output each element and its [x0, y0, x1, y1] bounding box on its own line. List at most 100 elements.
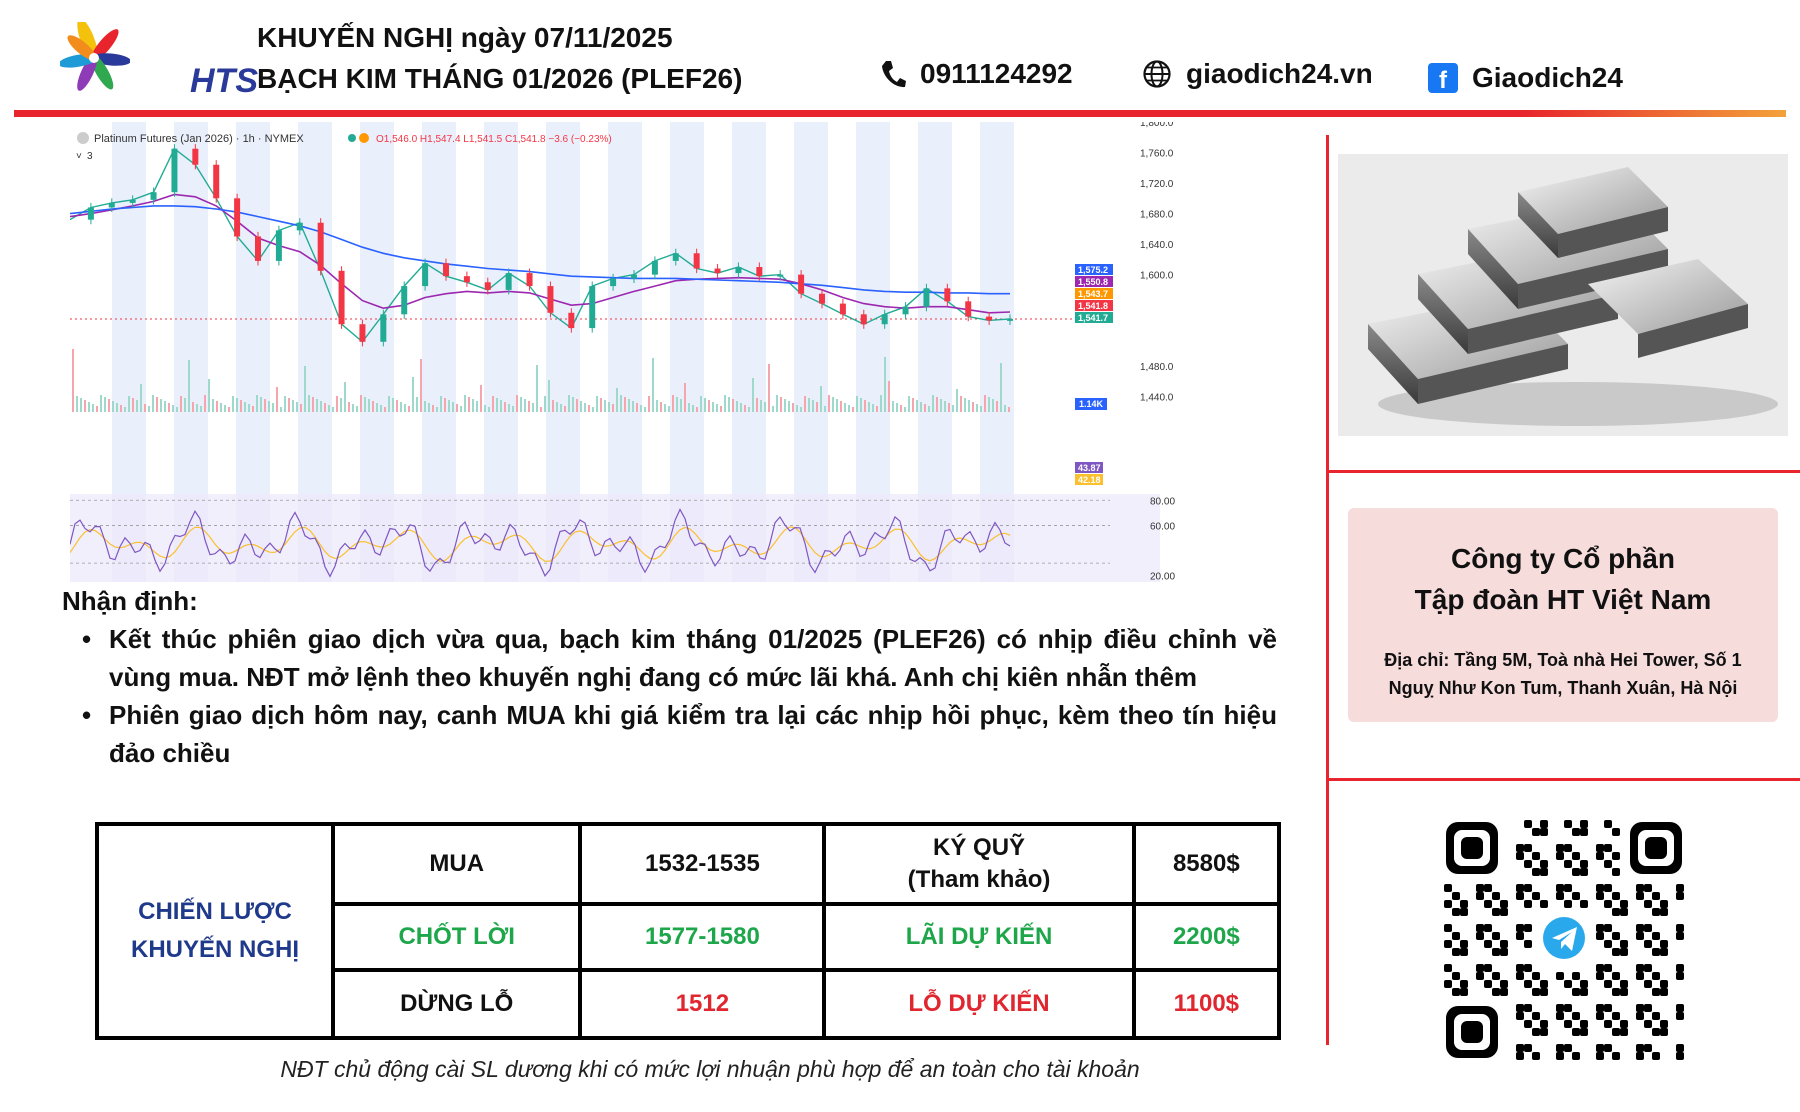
volume-bar — [484, 405, 486, 412]
qr-finder-top-right — [1630, 822, 1682, 874]
facebook-link[interactable]: f Giaodich24 — [1428, 62, 1623, 94]
qr-module — [1524, 820, 1532, 828]
volume-bar — [792, 403, 794, 412]
table-row-stop-loss: DỪNG LỖ 1512 LỖ DỰ KIẾN 1100$ — [97, 968, 1282, 1040]
price-tick-label: 1,600.0 — [1140, 271, 1174, 282]
qr-module — [1596, 884, 1604, 892]
volume-bar — [968, 400, 970, 412]
qr-module — [1484, 900, 1492, 908]
qr-module — [1612, 852, 1620, 860]
qr-module — [1596, 972, 1604, 980]
expected-profit-amount: 2200$ — [1131, 902, 1282, 972]
volume-bar — [508, 404, 510, 412]
qr-module — [1532, 828, 1540, 836]
oscillator-main-line — [70, 508, 1011, 578]
website-link[interactable]: giaodich24.vn — [1142, 58, 1373, 90]
volume-bar — [164, 401, 166, 412]
qr-module — [1524, 900, 1532, 908]
volume-bar — [976, 404, 978, 412]
qr-module — [1676, 1004, 1684, 1012]
volume-bar — [928, 406, 930, 412]
telegram-qr-code[interactable] — [1444, 820, 1684, 1060]
volume-bar — [664, 404, 666, 412]
header: HTS KHUYẾN NGHỊ ngày 07/11/2025 BẠCH KIM… — [0, 0, 1800, 120]
qr-module — [1652, 948, 1660, 956]
take-profit-label: CHỐT LỜI — [330, 902, 583, 972]
volume-bar — [772, 406, 774, 412]
volume-bar — [652, 358, 654, 412]
volume-bar — [884, 357, 886, 412]
volume-bar — [728, 397, 730, 412]
volume-bar — [568, 395, 570, 412]
qr-module — [1676, 972, 1684, 980]
price-tick-label: 1,440.0 — [1140, 393, 1174, 404]
volume-bar — [212, 399, 214, 412]
volume-bar — [340, 398, 342, 412]
volume-bar — [420, 359, 422, 412]
volume-bar — [676, 397, 678, 412]
candle-body — [359, 324, 366, 342]
volume-bar — [500, 400, 502, 412]
volume-bar — [536, 365, 538, 412]
qr-module — [1492, 932, 1500, 940]
candle-body — [923, 288, 930, 307]
qr-module — [1460, 908, 1468, 916]
volume-bar — [204, 395, 206, 412]
candle-body — [902, 306, 909, 315]
company-address-line1: Địa chỉ: Tầng 5M, Toà nhà Hei Tower, Số … — [1384, 650, 1742, 670]
volume-bar — [92, 404, 94, 412]
volume-bar — [900, 405, 902, 412]
qr-module — [1596, 924, 1604, 932]
phone-contact[interactable]: 0911124292 — [880, 58, 1073, 90]
volume-bar — [72, 349, 74, 412]
qr-module — [1612, 908, 1620, 916]
volume-bar — [136, 400, 138, 412]
volume-bar — [452, 402, 454, 412]
qr-module — [1620, 940, 1628, 948]
volume-bar — [552, 400, 554, 412]
qr-module — [1660, 980, 1668, 988]
qr-module — [1444, 924, 1452, 932]
volume-bar — [224, 405, 226, 412]
volume-bar — [152, 395, 154, 412]
qr-module — [1564, 900, 1572, 908]
indicator-toggle[interactable]: ˅ — [76, 151, 82, 162]
volume-bar — [336, 396, 338, 412]
volume-bar — [128, 396, 130, 412]
qr-module — [1620, 1028, 1628, 1036]
qr-module — [1532, 892, 1540, 900]
qr-module — [1580, 900, 1588, 908]
company-card: Công ty Cổ phần Tập đoàn HT Việt Nam Địa… — [1348, 508, 1778, 722]
volume-bar — [436, 407, 438, 412]
volume-bar — [200, 406, 202, 412]
volume-bar — [196, 404, 198, 412]
volume-bar — [556, 402, 558, 412]
volume-bar — [432, 405, 434, 412]
qr-module — [1476, 972, 1484, 980]
strategy-heading: CHIẾN LƯỢC KHUYẾN NGHỊ — [95, 822, 335, 1040]
qr-module — [1612, 1012, 1620, 1020]
qr-module — [1660, 1028, 1668, 1036]
volume-bar — [836, 399, 838, 412]
qr-module — [1476, 932, 1484, 940]
volume-bar — [272, 403, 274, 412]
qr-module — [1644, 964, 1652, 972]
volume-bar — [180, 396, 182, 412]
qr-module — [1492, 948, 1500, 956]
qr-module — [1644, 1020, 1652, 1028]
volume-bar — [424, 401, 426, 412]
volume-bar — [296, 402, 298, 412]
volume-bar — [804, 396, 806, 412]
price-tag — [1075, 288, 1113, 299]
qr-module — [1620, 988, 1628, 996]
qr-module — [1612, 932, 1620, 940]
qr-module — [1484, 964, 1492, 972]
qr-module — [1492, 892, 1500, 900]
qr-module — [1660, 988, 1668, 996]
qr-module — [1636, 932, 1644, 940]
volume-bar — [712, 402, 714, 412]
qr-module — [1484, 924, 1492, 932]
volume-bar — [940, 399, 942, 412]
volume-bar — [684, 383, 686, 412]
volume-bar — [448, 400, 450, 412]
